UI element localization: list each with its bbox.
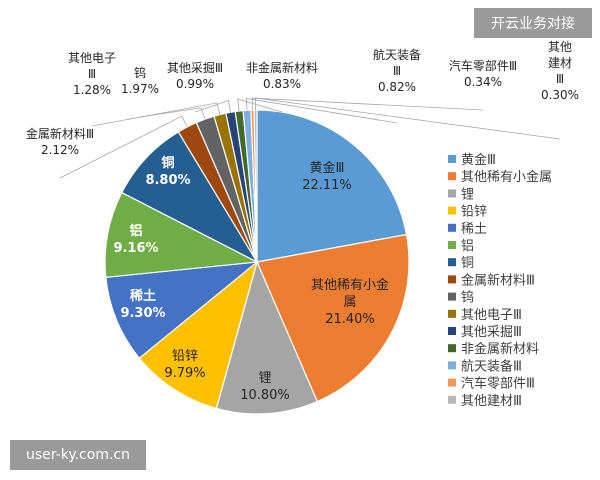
data-label-13-1: 航天装备	[373, 47, 421, 62]
data-label-10-1: 其他电子	[68, 51, 116, 65]
data-label-3-2: 10.80%	[240, 388, 290, 403]
legend-swatch-14	[448, 378, 456, 387]
legend-swatch-8	[448, 275, 456, 284]
legend-label-6: 铝	[461, 239, 474, 254]
pie-slice-5	[105, 261, 259, 360]
data-label-15-2: 建材	[548, 56, 572, 70]
pie-slice-1	[256, 109, 408, 263]
pie-slice-2	[256, 233, 410, 403]
leader-line-12	[237, 98, 283, 113]
legend-label-5: 稀土	[461, 222, 487, 237]
legend-label-13: 航天装备Ⅲ	[461, 358, 522, 374]
pie-slice-7	[120, 131, 259, 264]
data-label-8-1: 金属新材料Ⅲ	[26, 126, 94, 141]
data-label-9-1: 钨	[134, 65, 146, 80]
legend-label-10: 其他电子Ⅲ	[461, 308, 522, 323]
legend-swatch-2	[448, 172, 456, 181]
data-label-12-1: 非金属新材料	[246, 60, 318, 75]
data-label-15-4: 0.30%	[541, 88, 579, 102]
data-label-15-3: Ⅲ	[556, 72, 564, 86]
pie-slice-6	[104, 191, 260, 278]
legend-label-14: 汽车零部件Ⅲ	[461, 376, 535, 392]
leader-line-11	[194, 99, 231, 113]
legend-swatch-15	[448, 395, 456, 404]
watermark-bottom: user-ky.com.cn	[10, 440, 146, 470]
data-label-4-2: 9.79%	[164, 366, 205, 381]
data-label-12-2: 0.83%	[263, 77, 301, 91]
data-label-1-2: 22.11%	[302, 178, 352, 193]
pie-slice-4	[138, 260, 259, 410]
data-label-11-1: 其他采掘Ⅲ	[167, 60, 223, 75]
data-label-3-1: 锂	[258, 371, 271, 386]
leader-line-14	[251, 97, 484, 111]
data-label-11-2: 0.99%	[176, 77, 214, 91]
data-label-13-2: Ⅲ	[393, 64, 401, 78]
legend-label-4: 铅锌	[461, 205, 487, 220]
data-label-5-1: 稀土	[130, 288, 156, 304]
legend-swatch-3	[448, 189, 456, 198]
data-label-14-2: 0.34%	[464, 75, 502, 89]
pie-slice-3	[215, 260, 319, 415]
data-label-9-2: 1.97%	[121, 82, 159, 96]
legend-label-15: 其他建材Ⅲ	[461, 394, 522, 409]
legend-swatch-5	[448, 223, 456, 232]
data-label-6-2: 9.16%	[113, 241, 158, 256]
legend-swatch-11	[448, 327, 456, 335]
data-label-1-1: 黄金Ⅲ	[310, 160, 345, 176]
data-label-7-1: 铜	[160, 155, 174, 171]
legend-swatch-13	[448, 361, 456, 370]
data-label-2-1: 其他稀有小金	[311, 277, 389, 293]
legend-swatch-1	[448, 155, 456, 163]
legend-swatch-9	[448, 292, 456, 301]
data-label-10-3: 1.28%	[73, 83, 111, 97]
data-label-5-2: 9.30%	[120, 306, 165, 321]
leader-line-15	[255, 97, 561, 140]
data-label-10-2: Ⅲ	[88, 67, 96, 81]
legend-swatch-7	[448, 258, 456, 267]
data-label-15-1: 其他	[548, 40, 572, 54]
legend-label-9: 钨	[461, 290, 474, 306]
leader-line-13	[245, 97, 398, 124]
data-label-13-3: 0.82%	[378, 80, 416, 94]
leader-lines	[59, 97, 561, 179]
leader-line-9	[139, 107, 206, 120]
legend-label-12: 非金属新材料	[461, 341, 539, 357]
legend-swatch-4	[448, 206, 456, 215]
pie-slices	[104, 109, 410, 415]
legend-swatch-12	[448, 344, 456, 353]
data-label-8-2: 2.12%	[41, 143, 79, 157]
data-label-14-1: 汽车零部件Ⅲ	[449, 58, 517, 73]
legend-label-3: 锂	[461, 187, 474, 202]
legend-label-1: 黄金Ⅲ	[461, 152, 496, 168]
legend-label-7: 铜	[461, 256, 474, 271]
data-labels: 黄金Ⅲ 22.11% 其他稀有小金属 21.40% 锂 10.80% 铅锌 9.79% 稀土 9.…	[26, 40, 579, 403]
leader-line-8	[59, 115, 188, 179]
legend-label-8: 金属新材料Ⅲ	[461, 272, 535, 288]
data-label-2-3: 21.40%	[325, 312, 375, 327]
data-label-7-2: 8.80%	[145, 173, 190, 188]
legend-swatch-6	[448, 241, 456, 249]
leader-line-10	[91, 102, 221, 127]
legend-label-2: 其他稀有小金属	[461, 169, 552, 185]
legend-swatch-10	[448, 309, 456, 318]
pie-slice-15	[253, 109, 258, 263]
data-label-4-1: 铅锌	[172, 349, 198, 364]
data-label-6-1: 铝	[129, 223, 142, 239]
legend-label-11: 其他采掘Ⅲ	[461, 325, 522, 340]
data-label-2-2: 属	[343, 295, 356, 310]
watermark-top: 开云业务对接	[474, 8, 592, 38]
